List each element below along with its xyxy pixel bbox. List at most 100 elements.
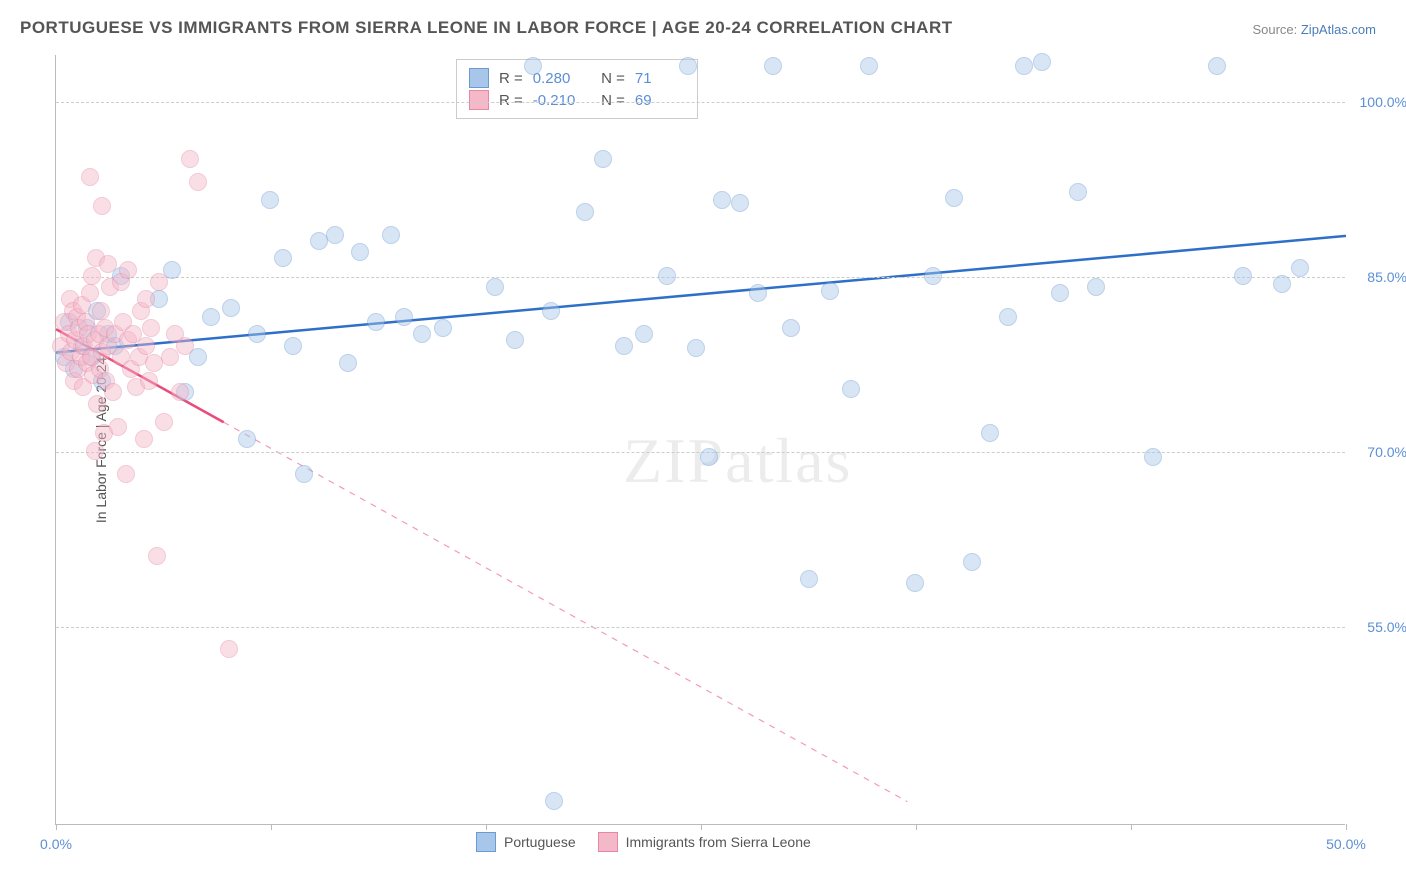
data-point: [189, 348, 207, 366]
legend-item: Portuguese: [476, 832, 576, 852]
data-point: [367, 313, 385, 331]
trend-line-solid: [56, 236, 1346, 353]
data-point: [1051, 284, 1069, 302]
data-point: [72, 348, 90, 366]
stats-row: R = -0.210 N = 69: [469, 90, 685, 110]
data-point: [382, 226, 400, 244]
data-point: [65, 372, 83, 390]
legend-swatch: [598, 832, 618, 852]
data-point: [413, 325, 431, 343]
data-point: [176, 337, 194, 355]
x-tick: [916, 824, 917, 830]
watermark: ZIPatlas: [623, 424, 852, 498]
data-point: [68, 308, 86, 326]
data-point: [137, 290, 155, 308]
data-point: [70, 319, 88, 337]
data-point: [166, 325, 184, 343]
data-point: [65, 360, 83, 378]
stat-r-label: R =: [499, 70, 523, 87]
x-tick-label: 50.0%: [1326, 836, 1366, 852]
data-point: [142, 319, 160, 337]
legend-label: Immigrants from Sierra Leone: [626, 834, 811, 850]
data-point: [351, 243, 369, 261]
data-point: [119, 331, 137, 349]
data-point: [171, 383, 189, 401]
gridline: [56, 452, 1345, 453]
legend-swatch: [469, 68, 489, 88]
data-point: [99, 325, 117, 343]
data-point: [395, 308, 413, 326]
data-point: [945, 189, 963, 207]
data-point: [55, 348, 73, 366]
data-point: [1208, 57, 1226, 75]
data-point: [274, 249, 292, 267]
data-point: [93, 197, 111, 215]
data-point: [127, 378, 145, 396]
data-point: [62, 343, 80, 361]
data-point: [112, 348, 130, 366]
y-axis-title: In Labor Force | Age 20-24: [93, 356, 109, 522]
data-point: [132, 302, 150, 320]
data-point: [78, 319, 96, 337]
data-point: [64, 302, 82, 320]
y-tick-label: 85.0%: [1367, 269, 1406, 285]
data-point: [87, 249, 105, 267]
data-point: [1291, 259, 1309, 277]
x-tick-label: 0.0%: [40, 836, 72, 852]
x-tick: [486, 824, 487, 830]
data-point: [800, 570, 818, 588]
data-point: [615, 337, 633, 355]
data-point: [135, 430, 153, 448]
data-point: [52, 337, 70, 355]
x-tick: [271, 824, 272, 830]
data-point: [99, 255, 117, 273]
source-prefix: Source:: [1252, 22, 1300, 37]
data-point: [88, 302, 106, 320]
data-point: [434, 319, 452, 337]
data-point: [700, 448, 718, 466]
source-attribution: Source: ZipAtlas.com: [1252, 22, 1376, 37]
data-point: [1033, 53, 1051, 71]
data-point: [1015, 57, 1033, 75]
data-point: [261, 191, 279, 209]
data-point: [542, 302, 560, 320]
data-point: [594, 150, 612, 168]
data-point: [79, 325, 97, 343]
stat-r-label: R =: [499, 92, 523, 109]
data-point: [74, 378, 92, 396]
data-point: [821, 282, 839, 300]
data-point: [117, 465, 135, 483]
data-point: [202, 308, 220, 326]
data-point: [112, 273, 130, 291]
data-point: [635, 325, 653, 343]
data-point: [764, 57, 782, 75]
data-point: [130, 348, 148, 366]
data-point: [161, 348, 179, 366]
legend-swatch: [469, 90, 489, 110]
data-point: [1069, 183, 1087, 201]
data-point: [81, 284, 99, 302]
data-point: [66, 331, 84, 349]
y-tick-label: 55.0%: [1367, 619, 1406, 635]
data-point: [99, 337, 117, 355]
data-point: [906, 574, 924, 592]
data-point: [96, 319, 114, 337]
data-point: [842, 380, 860, 398]
data-point: [145, 354, 163, 372]
data-point: [782, 319, 800, 337]
legend-item: Immigrants from Sierra Leone: [598, 832, 811, 852]
data-point: [176, 383, 194, 401]
source-link[interactable]: ZipAtlas.com: [1301, 22, 1376, 37]
x-tick: [1346, 824, 1347, 830]
gridline: [56, 277, 1345, 278]
data-point: [57, 354, 75, 372]
data-point: [114, 313, 132, 331]
data-point: [73, 337, 91, 355]
data-point: [101, 278, 119, 296]
data-point: [576, 203, 594, 221]
data-point: [124, 325, 142, 343]
data-point: [106, 337, 124, 355]
stat-n-label: N =: [593, 70, 625, 87]
legend-label: Portuguese: [504, 834, 576, 850]
y-tick-label: 100.0%: [1360, 94, 1406, 110]
